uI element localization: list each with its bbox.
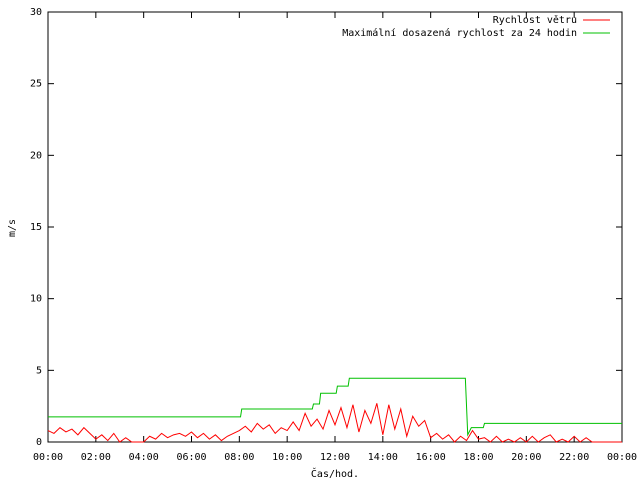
x-tick-label: 18:00 (463, 452, 493, 463)
y-tick-label: 5 (36, 365, 42, 376)
y-tick-label: 15 (30, 222, 42, 233)
x-tick-label: 14:00 (368, 452, 398, 463)
series-line (47, 403, 622, 443)
x-tick-label: 00:00 (33, 452, 63, 463)
y-tick-label: 0 (36, 437, 42, 448)
x-tick-label: 00:00 (607, 452, 637, 463)
y-tick-label: 20 (30, 150, 42, 161)
x-tick-label: 10:00 (272, 452, 302, 463)
y-tick-label: 10 (30, 294, 42, 305)
x-tick-label: 06:00 (176, 452, 206, 463)
y-tick-label: 30 (30, 7, 42, 18)
x-tick-label: 22:00 (559, 452, 589, 463)
x-axis-label: Čas/hod. (311, 467, 359, 480)
x-tick-label: 02:00 (81, 452, 111, 463)
x-tick-label: 16:00 (416, 452, 446, 463)
x-tick-label: 20:00 (511, 452, 541, 463)
series-line (48, 377, 622, 437)
y-axis-label: m/s (7, 219, 18, 237)
y-tick-label: 25 (30, 79, 42, 90)
plot-border (47, 11, 623, 443)
x-tick-label: 04:00 (129, 452, 159, 463)
x-tick-label: 12:00 (320, 452, 350, 463)
legend-label: Rychlost větru (493, 14, 577, 26)
legend-label: Maximální dosazená rychlost za 24 hodin (342, 27, 577, 39)
x-tick-label: 08:00 (224, 452, 254, 463)
